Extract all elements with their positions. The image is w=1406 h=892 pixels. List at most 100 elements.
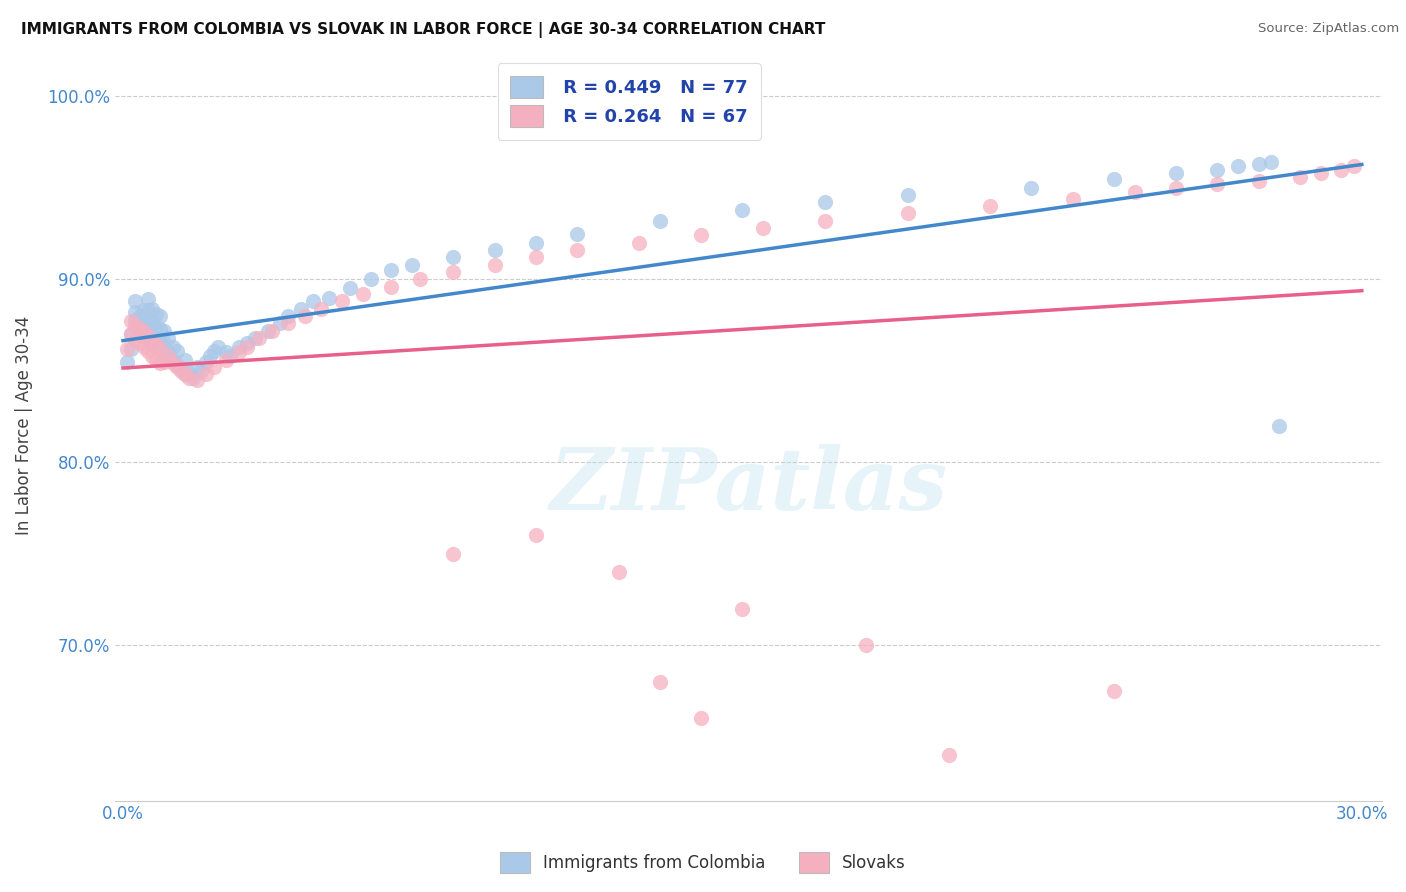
Point — [136, 343, 159, 358]
Point — [339, 281, 361, 295]
Point — [897, 206, 920, 220]
Legend:  R = 0.449   N = 77,  R = 0.264   N = 67: R = 0.449 N = 77, R = 0.264 N = 67 — [498, 63, 761, 140]
Point — [1206, 162, 1229, 177]
Point — [177, 371, 200, 385]
Point — [145, 331, 167, 345]
Point — [115, 354, 138, 368]
Point — [236, 336, 259, 351]
Point — [153, 349, 176, 363]
Point — [731, 601, 754, 615]
Point — [855, 638, 877, 652]
Point — [124, 305, 146, 319]
Point — [149, 356, 172, 370]
Point — [441, 547, 464, 561]
Point — [1260, 155, 1282, 169]
Point — [136, 329, 159, 343]
Point — [194, 354, 217, 368]
Point — [690, 711, 713, 725]
Point — [1021, 181, 1043, 195]
Text: IMMIGRANTS FROM COLOMBIA VS SLOVAK IN LABOR FORCE | AGE 30-34 CORRELATION CHART: IMMIGRANTS FROM COLOMBIA VS SLOVAK IN LA… — [21, 22, 825, 38]
Point — [136, 327, 159, 342]
Point — [814, 195, 837, 210]
Point — [120, 314, 142, 328]
Text: Source: ZipAtlas.com: Source: ZipAtlas.com — [1258, 22, 1399, 36]
Point — [186, 373, 208, 387]
Point — [190, 364, 212, 378]
Point — [162, 352, 184, 367]
Point — [141, 349, 163, 363]
Point — [145, 352, 167, 367]
Point — [318, 291, 340, 305]
Point — [128, 324, 150, 338]
Point — [1309, 166, 1331, 180]
Point — [441, 265, 464, 279]
Point — [207, 340, 229, 354]
Point — [124, 294, 146, 309]
Point — [1164, 166, 1187, 180]
Point — [752, 221, 775, 235]
Y-axis label: In Labor Force | Age 30-34: In Labor Force | Age 30-34 — [15, 316, 32, 535]
Point — [979, 199, 1001, 213]
Point — [1062, 192, 1084, 206]
Point — [162, 340, 184, 354]
Point — [1268, 418, 1291, 433]
Point — [128, 322, 150, 336]
Legend: Immigrants from Colombia, Slovaks: Immigrants from Colombia, Slovaks — [494, 846, 912, 880]
Point — [136, 314, 159, 328]
Point — [162, 356, 184, 370]
Point — [136, 293, 159, 307]
Point — [141, 334, 163, 349]
Point — [352, 287, 374, 301]
Point — [1247, 173, 1270, 187]
Point — [202, 360, 225, 375]
Point — [124, 333, 146, 347]
Point — [1206, 178, 1229, 192]
Point — [194, 368, 217, 382]
Point — [628, 235, 651, 250]
Point — [567, 243, 589, 257]
Point — [814, 214, 837, 228]
Point — [1102, 684, 1125, 698]
Point — [120, 327, 142, 342]
Point — [256, 324, 278, 338]
Point — [174, 368, 197, 382]
Point — [141, 338, 163, 352]
Point — [524, 528, 547, 542]
Point — [1123, 185, 1146, 199]
Point — [174, 352, 197, 367]
Point — [243, 331, 266, 345]
Point — [153, 354, 176, 368]
Point — [149, 342, 172, 356]
Point — [290, 301, 312, 316]
Point — [166, 359, 188, 373]
Point — [157, 349, 180, 363]
Point — [294, 309, 316, 323]
Point — [141, 301, 163, 316]
Point — [897, 188, 920, 202]
Point — [247, 331, 270, 345]
Point — [181, 371, 204, 385]
Point — [380, 263, 402, 277]
Point — [441, 251, 464, 265]
Point — [401, 258, 423, 272]
Point — [132, 318, 155, 332]
Point — [145, 319, 167, 334]
Point — [170, 362, 193, 376]
Point — [166, 343, 188, 358]
Point — [215, 352, 238, 367]
Point — [1102, 171, 1125, 186]
Point — [170, 364, 193, 378]
Point — [236, 340, 259, 354]
Point — [1226, 159, 1249, 173]
Point — [136, 303, 159, 318]
Point — [132, 340, 155, 354]
Point — [690, 228, 713, 243]
Point — [607, 565, 630, 579]
Point — [380, 279, 402, 293]
Text: ZIPatlas: ZIPatlas — [550, 444, 948, 527]
Point — [302, 294, 325, 309]
Point — [153, 324, 176, 338]
Point — [149, 334, 172, 349]
Point — [186, 360, 208, 375]
Point — [115, 342, 138, 356]
